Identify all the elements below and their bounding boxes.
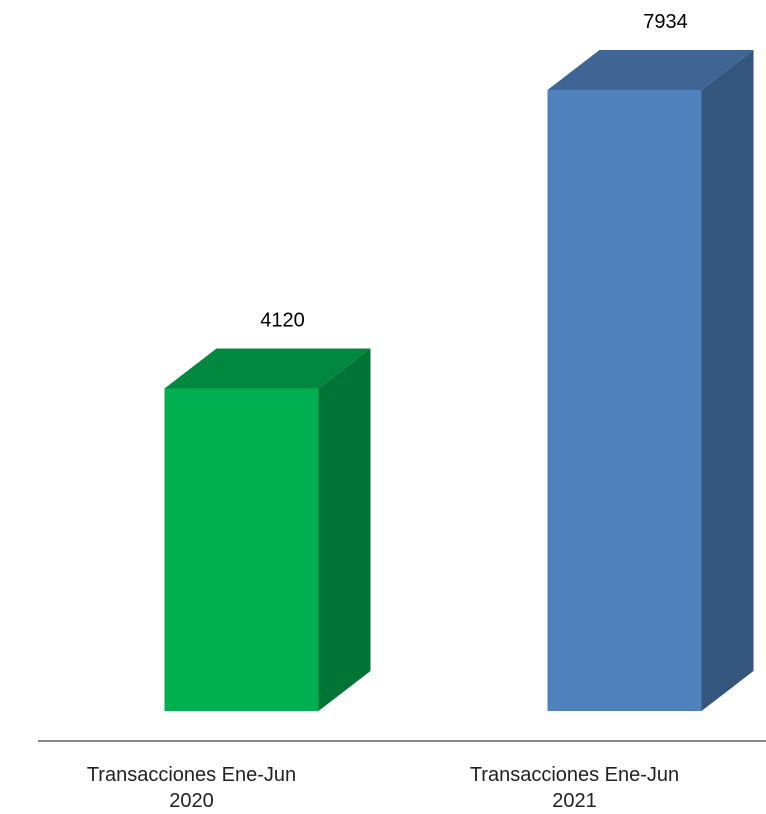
bar: [547, 90, 702, 711]
data-label: 7934: [643, 11, 688, 33]
bar-side: [701, 50, 754, 711]
bar-side: [318, 348, 371, 711]
bar: [164, 388, 319, 711]
x-tick-label: Transacciones Ene-Jun 2021: [469, 764, 680, 812]
x-tick-label: Transacciones Ene-Jun 2020: [86, 764, 297, 812]
bar-top: [547, 50, 754, 90]
bar-top: [164, 348, 371, 389]
data-label: 4120: [260, 310, 305, 332]
